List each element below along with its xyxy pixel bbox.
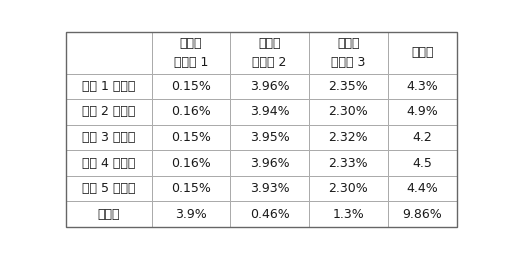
Text: 9.86%: 9.86% xyxy=(402,208,441,221)
Bar xyxy=(230,176,308,201)
Bar xyxy=(230,201,308,227)
Text: 样本 2 钨含量: 样本 2 钨含量 xyxy=(82,105,135,119)
Text: 4.5: 4.5 xyxy=(412,156,431,169)
Text: 4.4%: 4.4% xyxy=(406,182,437,195)
Text: 4.3%: 4.3% xyxy=(406,80,437,93)
Text: 2.33%: 2.33% xyxy=(328,156,367,169)
Bar xyxy=(151,99,230,125)
Text: 0.16%: 0.16% xyxy=(171,156,210,169)
Text: 0.16%: 0.16% xyxy=(171,105,210,119)
Bar xyxy=(308,99,387,125)
Bar xyxy=(151,150,230,176)
Bar xyxy=(66,74,151,99)
Bar xyxy=(387,201,456,227)
Bar xyxy=(151,32,230,74)
Bar xyxy=(151,201,230,227)
Text: 对比例: 对比例 xyxy=(410,46,433,59)
Bar xyxy=(230,150,308,176)
Bar xyxy=(66,99,151,125)
Text: 实施例 3: 实施例 3 xyxy=(330,56,364,69)
Text: 2.30%: 2.30% xyxy=(328,182,367,195)
Text: 本申请: 本申请 xyxy=(258,37,280,49)
Bar xyxy=(308,32,387,74)
Text: 3.9%: 3.9% xyxy=(175,208,206,221)
Text: 3.96%: 3.96% xyxy=(249,156,289,169)
Bar xyxy=(151,74,230,99)
Bar xyxy=(308,74,387,99)
Bar xyxy=(387,150,456,176)
Text: 偏差率: 偏差率 xyxy=(97,208,120,221)
Text: 3.94%: 3.94% xyxy=(249,105,289,119)
Text: 0.15%: 0.15% xyxy=(171,80,210,93)
Text: 2.32%: 2.32% xyxy=(328,131,367,144)
Bar xyxy=(308,201,387,227)
Text: 样本 3 钨含量: 样本 3 钨含量 xyxy=(82,131,135,144)
Text: 0.15%: 0.15% xyxy=(171,131,210,144)
Text: 本申请: 本申请 xyxy=(179,37,202,49)
Text: 4.9%: 4.9% xyxy=(406,105,437,119)
Bar xyxy=(387,125,456,150)
Bar xyxy=(308,150,387,176)
Text: 实施例 1: 实施例 1 xyxy=(174,56,208,69)
Bar xyxy=(308,125,387,150)
Text: 2.35%: 2.35% xyxy=(328,80,367,93)
Bar xyxy=(387,176,456,201)
Bar xyxy=(230,32,308,74)
Bar xyxy=(66,125,151,150)
Text: 0.46%: 0.46% xyxy=(249,208,289,221)
Text: 样本 4 钨含量: 样本 4 钨含量 xyxy=(82,156,135,169)
Text: 3.96%: 3.96% xyxy=(249,80,289,93)
Text: 样本 1 钨含量: 样本 1 钨含量 xyxy=(82,80,135,93)
Text: 2.30%: 2.30% xyxy=(328,105,367,119)
Bar xyxy=(387,74,456,99)
Text: 4.2: 4.2 xyxy=(412,131,431,144)
Bar xyxy=(387,32,456,74)
Text: 0.15%: 0.15% xyxy=(171,182,210,195)
Bar xyxy=(151,176,230,201)
Bar xyxy=(230,74,308,99)
Text: 本申请: 本申请 xyxy=(336,37,359,49)
Bar xyxy=(230,99,308,125)
Bar xyxy=(66,32,151,74)
Text: 3.95%: 3.95% xyxy=(249,131,289,144)
Text: 实施例 2: 实施例 2 xyxy=(252,56,286,69)
Bar xyxy=(66,176,151,201)
Bar xyxy=(66,150,151,176)
Bar xyxy=(387,99,456,125)
Bar xyxy=(151,125,230,150)
Text: 样本 5 钨含量: 样本 5 钨含量 xyxy=(82,182,135,195)
Text: 1.3%: 1.3% xyxy=(332,208,363,221)
Bar xyxy=(230,125,308,150)
Bar xyxy=(308,176,387,201)
Bar xyxy=(66,201,151,227)
Text: 3.93%: 3.93% xyxy=(249,182,289,195)
